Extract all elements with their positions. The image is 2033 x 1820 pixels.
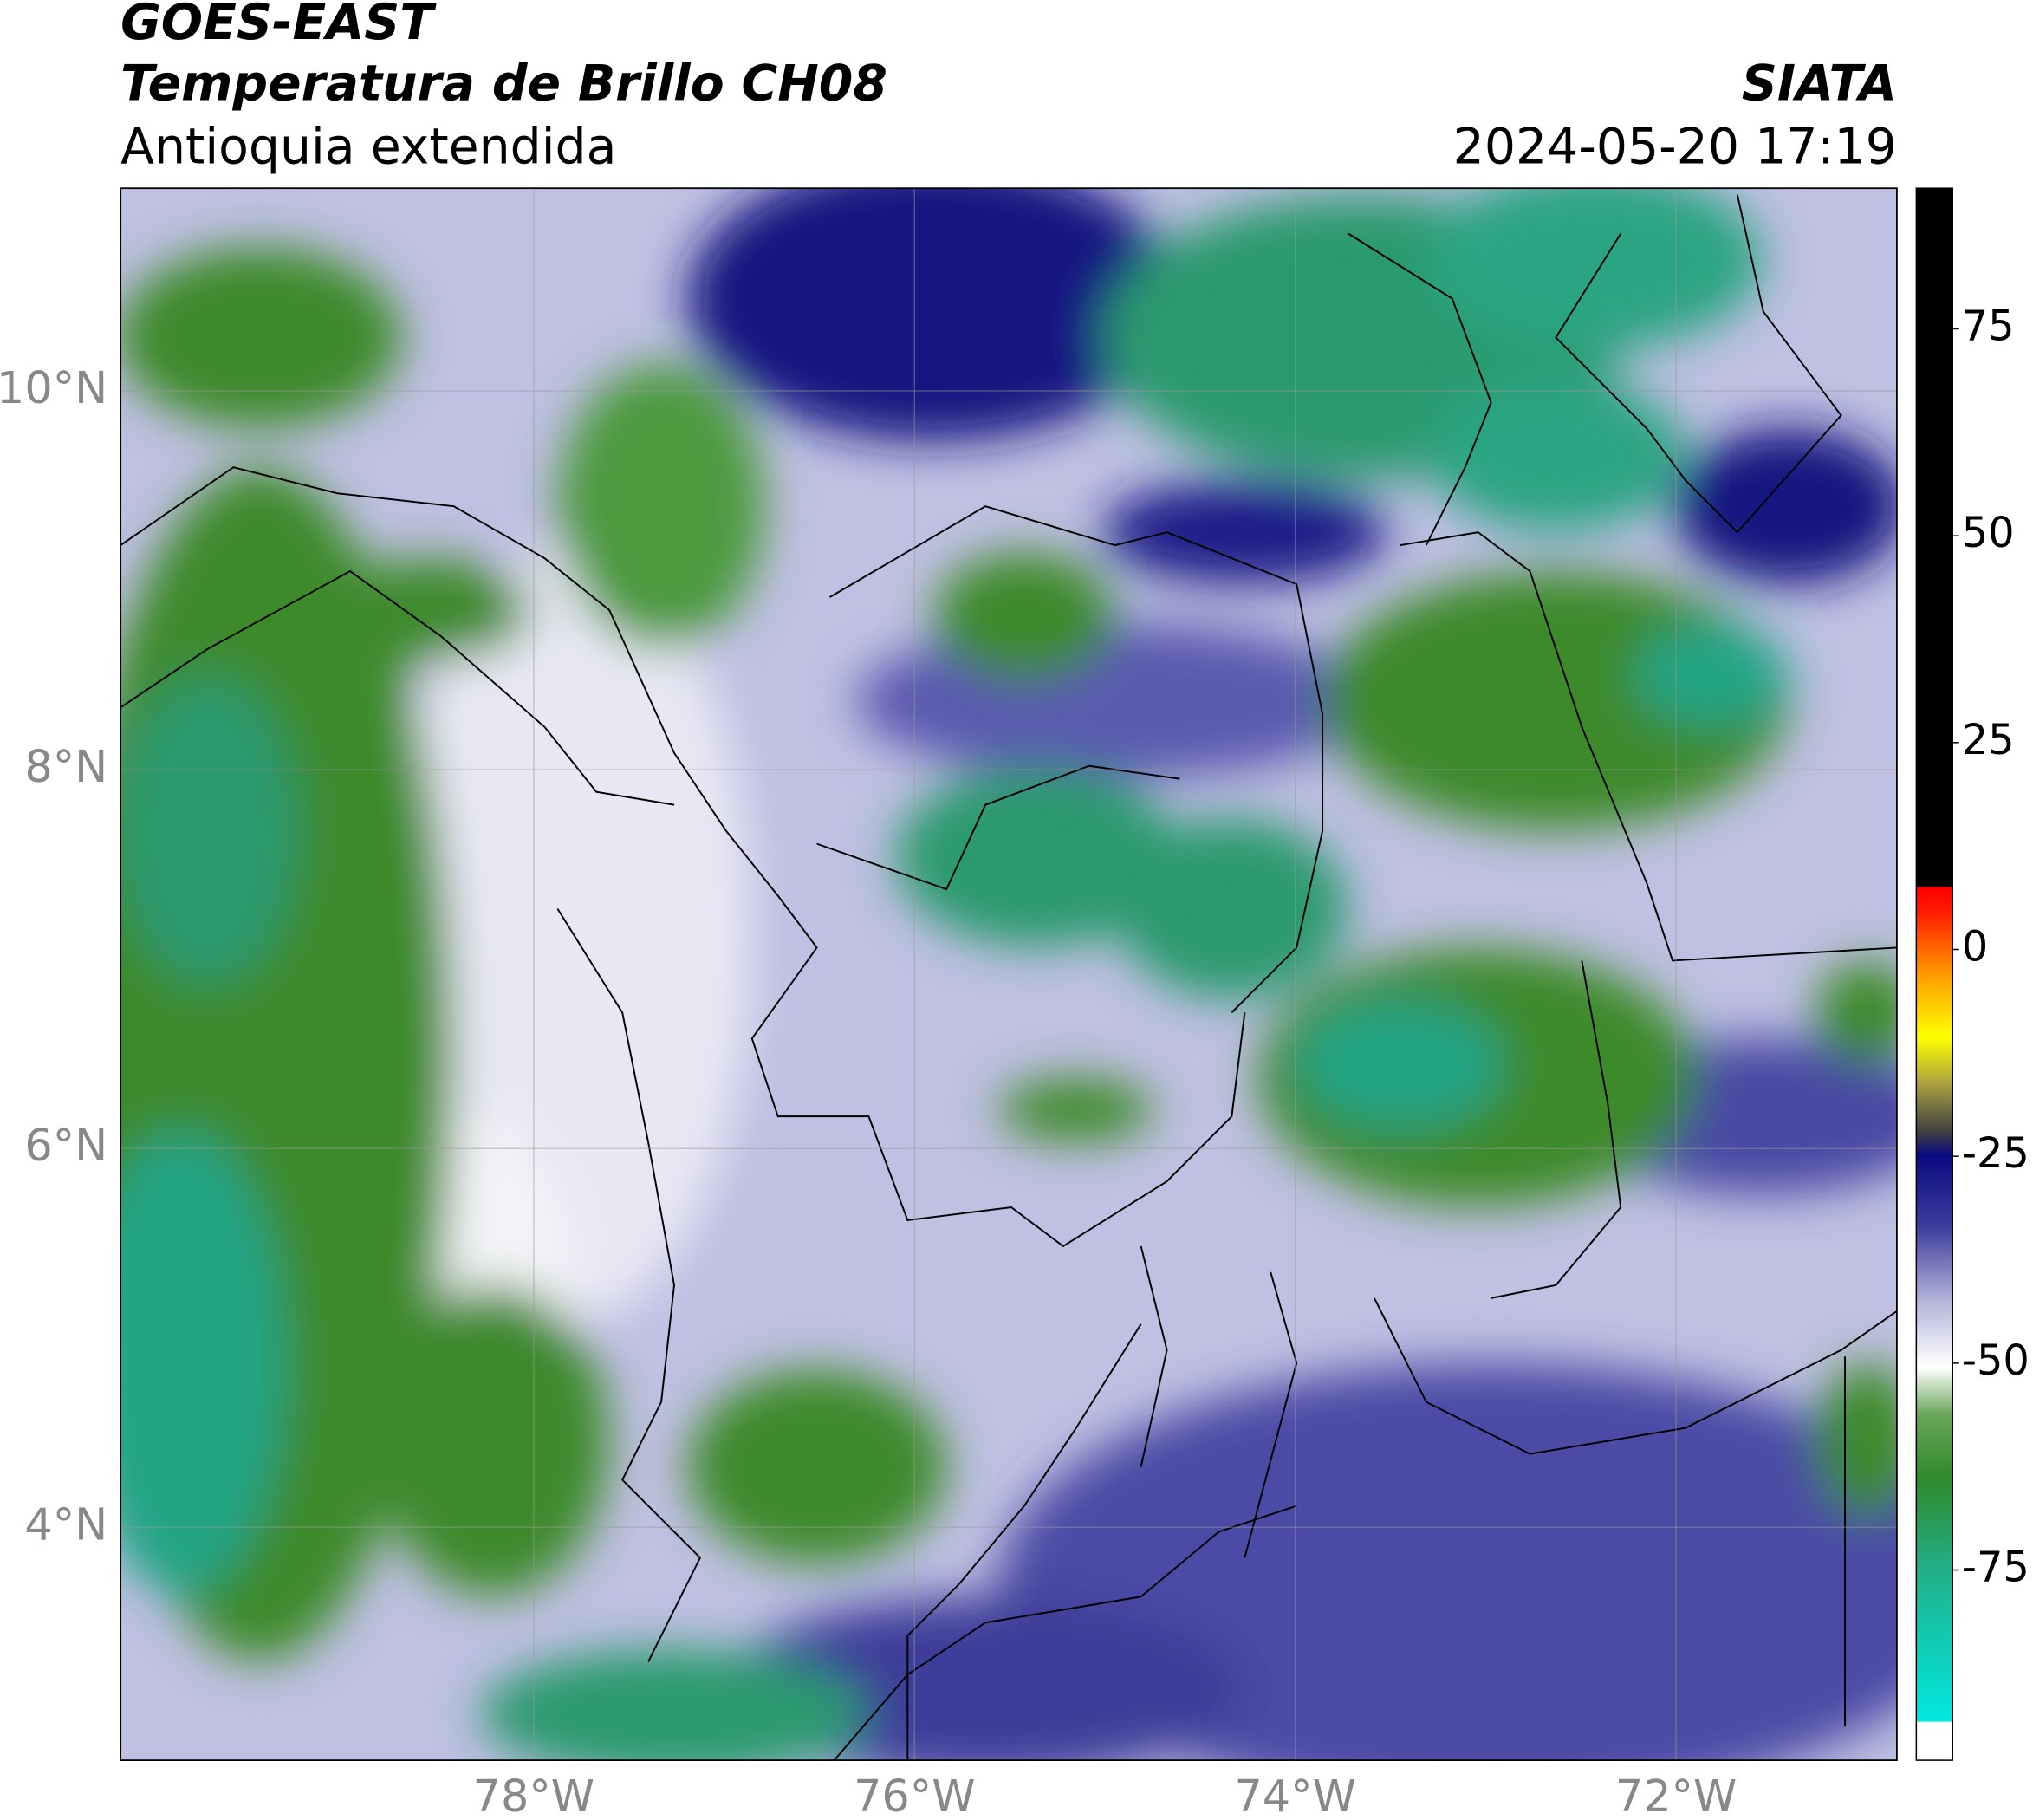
satellite-image (120, 188, 1897, 1761)
grid (120, 188, 1897, 1761)
region: Antioquia extendida (120, 119, 616, 176)
axes: 78°W 76°W 74°W 72°W 10°N 8°N 6°N 4°N (0, 363, 1737, 1820)
colorbar (1915, 187, 1953, 1761)
title: GOES-EAST (120, 0, 437, 51)
y-tick-label: 6°N (24, 1121, 107, 1172)
colorbar-tick-label: 0 (1962, 923, 1988, 971)
subtitle: Temperatura de Brillo CH08 (120, 55, 887, 112)
colorbar-tick-label: -75 (1962, 1544, 2030, 1592)
colorbar-ticks: 75 50 25 0 -25 -50 -75 (1952, 302, 2030, 1592)
colorbar-tick-label: 75 (1962, 302, 2015, 350)
colorbar-tick-label: -25 (1962, 1130, 2030, 1178)
x-tick-label: 72°W (1615, 1771, 1737, 1820)
source: SIATA (1742, 55, 1897, 112)
colorbar-tick-label: 25 (1962, 717, 2015, 764)
x-tick-label: 74°W (1234, 1771, 1355, 1820)
x-tick-label: 78°W (473, 1771, 594, 1820)
y-tick-label: 4°N (24, 1499, 107, 1550)
colorbar-tick-label: -50 (1962, 1337, 2030, 1385)
timestamp: 2024-05-20 17:19 (1453, 119, 1897, 176)
x-tick-label: 76°W (854, 1771, 975, 1820)
colorbar-tick-label: 50 (1962, 510, 2015, 557)
borders (120, 194, 1897, 1761)
map-frame (120, 187, 1898, 1761)
y-tick-label: 10°N (0, 363, 107, 414)
y-tick-label: 8°N (24, 742, 107, 793)
